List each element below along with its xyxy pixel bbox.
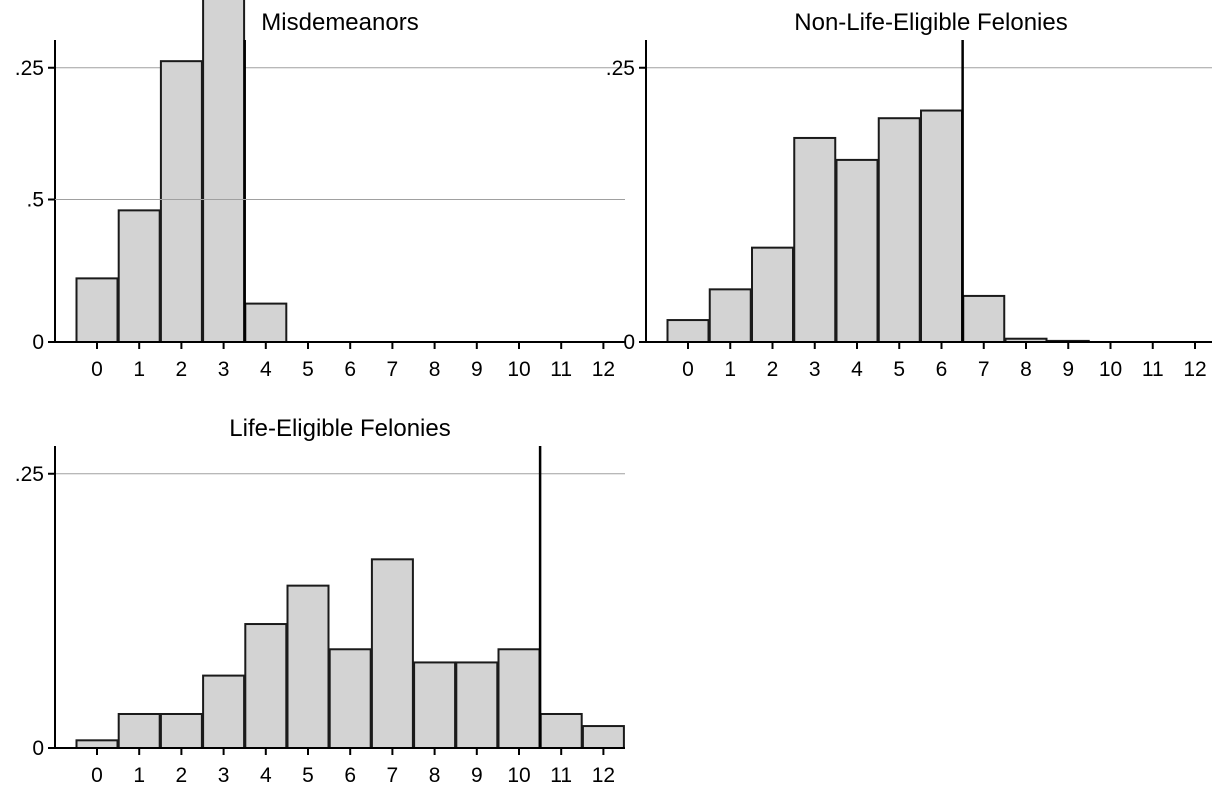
x-tick-label: 8 (429, 764, 441, 787)
bar-7 (962, 294, 1006, 343)
x-tick-label: 3 (218, 358, 230, 381)
y-tick-label: .25 (606, 57, 635, 80)
x-tick-label: 1 (133, 764, 145, 787)
x-tick-label: 4 (851, 358, 863, 381)
y-tick-label: 0 (623, 331, 635, 354)
x-tick-label: 2 (176, 358, 188, 381)
bar-4 (244, 623, 288, 749)
x-tick-label: 7 (387, 358, 399, 381)
x-tick-label: 6 (936, 358, 948, 381)
histogram-panel-2: Non-Life-Eligible Felonies0.25.501234567… (606, 9, 1212, 381)
bar-12 (581, 725, 625, 749)
x-tick-label: 3 (218, 764, 230, 787)
x-tick-label: 5 (893, 358, 905, 381)
y-tick-label: 0 (32, 331, 44, 354)
x-tick-label: 8 (429, 358, 441, 381)
x-tick-label: 7 (387, 764, 399, 787)
x-tick-label: 10 (507, 358, 530, 381)
x-tick-label: 1 (133, 358, 145, 381)
x-tick-label: 5 (302, 764, 314, 787)
bar-1 (117, 712, 161, 749)
x-tick-label: 1 (724, 358, 736, 381)
y-tick-label: .25 (15, 463, 44, 486)
x-tick-label: 6 (344, 764, 356, 787)
bar-3 (793, 136, 837, 343)
x-tick-label: 6 (344, 358, 356, 381)
x-tick-label: 7 (978, 358, 990, 381)
x-tick-label: 2 (176, 764, 188, 787)
x-tick-label: 2 (767, 358, 779, 381)
x-tick-label: 12 (1183, 358, 1206, 381)
bar-7 (370, 558, 414, 749)
x-tick-label: 8 (1020, 358, 1032, 381)
bar-5 (877, 117, 921, 343)
chart-title: Misdemeanors (261, 9, 418, 36)
x-tick-label: 12 (592, 764, 615, 787)
bar-3 (202, 674, 246, 750)
bar-6 (328, 648, 372, 750)
bar-11 (539, 712, 583, 749)
bar-6 (920, 109, 963, 343)
bar-2 (751, 246, 794, 344)
x-tick-label: 5 (302, 358, 314, 381)
bar-10 (497, 648, 541, 750)
x-tick-label: 4 (260, 764, 272, 787)
x-tick-label: 10 (1099, 358, 1122, 381)
x-tick-label: 10 (507, 764, 530, 787)
bar-1 (708, 288, 752, 343)
bar-1 (117, 209, 161, 343)
x-tick-label: 4 (260, 358, 272, 381)
y-tick-label: .25 (15, 57, 44, 80)
x-tick-label: 11 (550, 358, 572, 381)
y-tick-label: .5 (26, 189, 44, 212)
bar-2 (159, 60, 203, 343)
x-tick-label: 9 (471, 764, 483, 787)
bar-9 (455, 661, 499, 750)
x-tick-label: 0 (91, 358, 103, 381)
chart-title: Life-Eligible Felonies (229, 415, 450, 442)
bar-0 (75, 739, 119, 749)
bar-4 (835, 158, 879, 343)
bar-5 (286, 584, 330, 749)
bar-0 (666, 319, 710, 343)
x-tick-label: 12 (592, 358, 615, 381)
x-tick-label: 0 (91, 764, 103, 787)
chart-title: Non-Life-Eligible Felonies (794, 9, 1067, 36)
bar-3 (202, 0, 246, 343)
x-tick-label: 0 (682, 358, 694, 381)
x-tick-label: 11 (550, 764, 572, 787)
x-tick-label: 11 (1142, 358, 1164, 381)
bar-0 (75, 277, 119, 343)
bar-8 (413, 661, 457, 750)
x-tick-label: 9 (471, 358, 483, 381)
x-tick-label: 3 (809, 358, 821, 381)
bar-4 (244, 302, 288, 344)
y-tick-label: 0 (32, 737, 44, 760)
x-tick-label: 9 (1062, 358, 1074, 381)
bar-2 (159, 712, 203, 749)
